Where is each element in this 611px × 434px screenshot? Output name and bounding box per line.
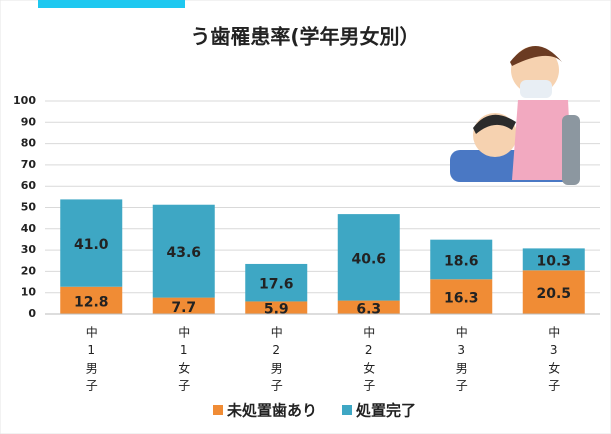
legend-label: 処置完了 — [355, 402, 416, 420]
y-tick-label: 90 — [21, 115, 37, 128]
chart: う歯罹患率(学年男女別） 0 10 20 30 40 50 60 70 80 90 100 12.8… — [0, 0, 611, 434]
y-tick-label: 20 — [21, 264, 37, 277]
y-tick-label: 0 — [28, 307, 36, 320]
y-tick-label: 80 — [21, 137, 37, 150]
value-label: 18.6 — [444, 253, 479, 269]
x-tick-label: 中2女子 — [362, 325, 376, 396]
value-label: 12.8 — [74, 294, 109, 310]
page: う歯罹患率(学年男女別） 0 10 20 30 40 50 60 70 80 90 100 12.8… — [0, 0, 611, 434]
chart-title: う歯罹患率(学年男女別） — [190, 25, 419, 49]
y-tick-label: 10 — [21, 286, 37, 299]
y-tick-label: 40 — [21, 222, 37, 235]
value-label: 16.3 — [444, 291, 479, 307]
x-tick-label: 中3女子 — [547, 325, 561, 396]
value-label: 7.7 — [171, 300, 196, 316]
y-tick-label: 30 — [21, 243, 37, 256]
x-tick-label: 中1女子 — [177, 325, 191, 396]
x-tick-label: 中2男子 — [269, 325, 283, 396]
y-tick-label: 60 — [21, 179, 37, 192]
y-tick-label: 50 — [21, 201, 37, 214]
legend-label: 未処置歯あり — [226, 402, 317, 420]
y-tick-label: 70 — [21, 158, 37, 171]
y-tick-label: 100 — [13, 94, 36, 107]
value-label: 5.9 — [264, 302, 289, 318]
top-accent — [38, 0, 185, 8]
value-label: 17.6 — [259, 277, 294, 293]
value-label: 43.6 — [166, 245, 201, 261]
value-label: 41.0 — [74, 237, 109, 253]
value-label: 20.5 — [536, 286, 571, 302]
legend-swatch — [213, 405, 223, 415]
x-tick-label: 中3男子 — [454, 325, 468, 396]
legend-swatch — [342, 405, 352, 415]
value-label: 10.3 — [536, 253, 571, 269]
value-label: 6.3 — [356, 301, 381, 317]
value-label: 40.6 — [351, 251, 386, 267]
x-tick-label: 中1男子 — [84, 325, 98, 396]
